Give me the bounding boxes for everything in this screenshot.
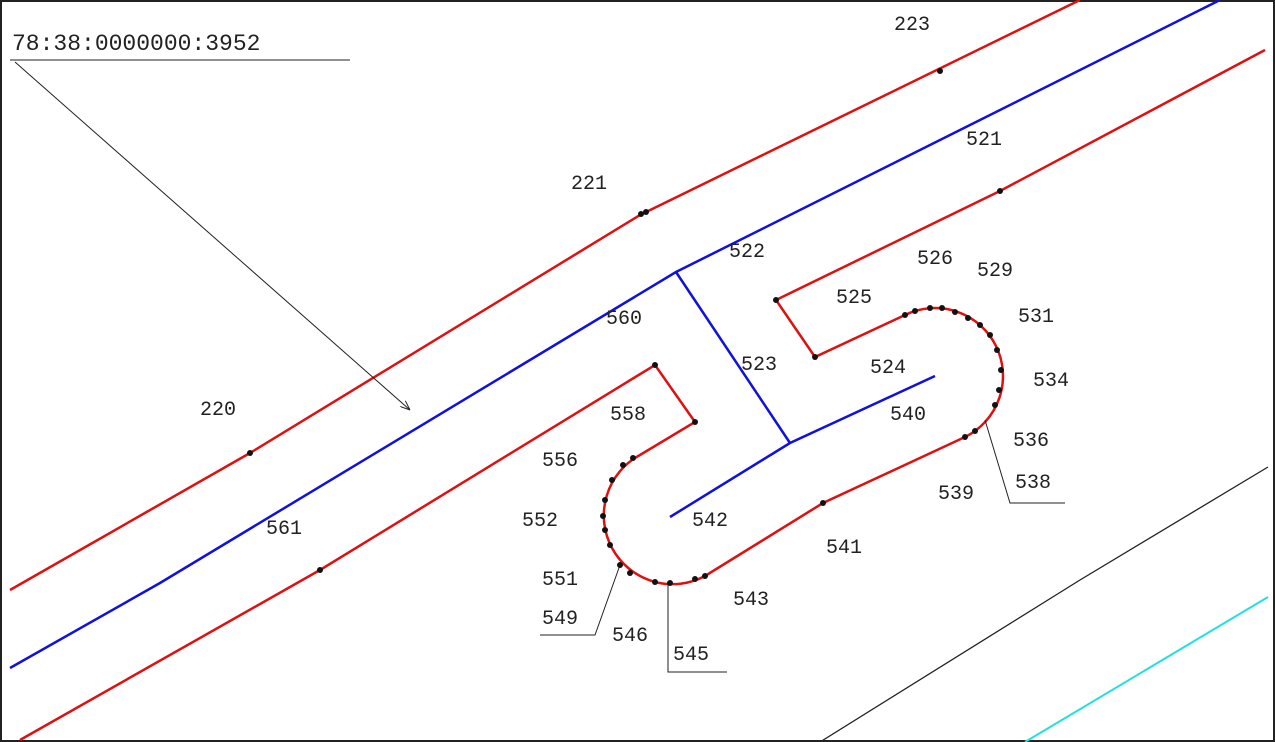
point-label: 546: [612, 625, 648, 648]
point-label: 556: [542, 450, 578, 473]
point-label: 536: [1013, 430, 1049, 453]
point-label: 541: [826, 537, 862, 560]
axis-line: [669, 271, 936, 519]
point-label: 552: [522, 510, 558, 533]
leader: [14, 61, 410, 410]
line: [1024, 596, 1269, 742]
point-label: 545: [673, 644, 709, 667]
point-label: 551: [542, 569, 578, 592]
point-label: 522: [729, 241, 765, 264]
point-label: 540: [890, 404, 926, 427]
point-label: 561: [266, 518, 302, 541]
point-label: 534: [1033, 370, 1069, 393]
point-label: 531: [1018, 306, 1054, 329]
point-label: 221: [571, 173, 607, 196]
point-label: 529: [977, 260, 1013, 283]
point-label: 220: [200, 399, 236, 422]
point-label: 525: [836, 287, 872, 310]
line: [819, 466, 1269, 742]
point-label: 549: [542, 608, 578, 631]
point-label: 526: [917, 248, 953, 271]
point-label: 542: [692, 510, 728, 533]
cadastral-number: 78:38:0000000:3952: [12, 31, 260, 57]
point-label: 560: [606, 308, 642, 331]
point-label: 539: [938, 483, 974, 506]
axis-line: [9, 0, 1221, 670]
leader: [540, 419, 1065, 673]
boundary: [9, 0, 1081, 592]
point-label: 538: [1015, 472, 1051, 495]
point-label: 223: [894, 14, 930, 37]
point-label: 524: [870, 357, 906, 380]
point-label: 523: [741, 354, 777, 377]
point-labels: 223 521 221 522 526 529 525 531 560 523 …: [200, 14, 1069, 667]
points: [247, 68, 1004, 586]
point-label: 558: [610, 404, 646, 427]
point-label: 521: [966, 129, 1002, 152]
point-label: 543: [733, 589, 769, 612]
